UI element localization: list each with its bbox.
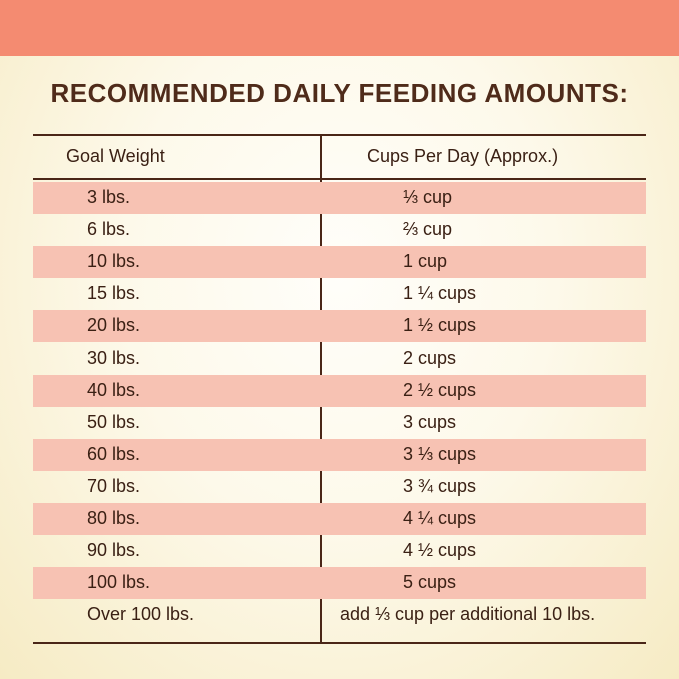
table-row: 6 lbs. ⅔ cup xyxy=(33,214,646,246)
cups-per-day-cell: 3 ⅓ cups xyxy=(403,443,477,464)
top-color-band xyxy=(0,0,679,56)
goal-weight-cell: 30 lbs. xyxy=(87,347,141,368)
table-row: 20 lbs. 1 ½ cups xyxy=(33,310,646,343)
cups-per-day-cell: ⅔ cup xyxy=(403,219,453,240)
cups-per-day-cell: 3 cups xyxy=(403,411,457,432)
table-row: 30 lbs. 2 cups xyxy=(33,343,646,375)
table-row: 10 lbs. 1 cup xyxy=(33,246,646,279)
cups-per-day-cell: 1 ¼ cups xyxy=(403,283,477,304)
goal-weight-cell: 15 lbs. xyxy=(87,283,141,304)
table-bottom-rule xyxy=(33,642,646,644)
goal-weight-cell: 6 lbs. xyxy=(87,219,131,240)
goal-weight-cell: 50 lbs. xyxy=(87,411,141,432)
goal-weight-cell: 3 lbs. xyxy=(87,187,131,207)
cups-per-day-cell: 2 cups xyxy=(403,347,457,368)
table-row: 90 lbs. 4 ½ cups xyxy=(33,535,646,567)
table-row: Over 100 lbs. add ⅓ cup per additional 10… xyxy=(33,599,646,631)
goal-weight-cell: 20 lbs. xyxy=(87,315,141,336)
cups-per-day-cell: 4 ½ cups xyxy=(403,540,477,561)
table-row: 50 lbs. 3 cups xyxy=(33,407,646,439)
cups-per-day-cell: 3 ¾ cups xyxy=(403,475,477,496)
goal-weight-cell: 90 lbs. xyxy=(87,540,141,561)
cups-per-day-cell: 1 cup xyxy=(403,251,448,272)
table-top-rule xyxy=(33,134,646,136)
goal-weight-cell: 100 lbs. xyxy=(87,572,151,593)
goal-weight-cell: 70 lbs. xyxy=(87,475,141,496)
cups-per-day-cell: 5 cups xyxy=(403,572,457,593)
goal-weight-cell: Over 100 lbs. xyxy=(87,604,195,625)
table-row: 70 lbs. 3 ¾ cups xyxy=(33,471,646,503)
header-rule xyxy=(33,178,646,180)
cups-per-day-cell: 2 ½ cups xyxy=(403,379,477,400)
column-header-cups-per-day: Cups Per Day (Approx.) xyxy=(367,146,559,166)
goal-weight-cell: 80 lbs. xyxy=(87,508,141,528)
table-row: 3 lbs. ⅓ cup xyxy=(33,182,646,214)
table-row: 40 lbs. 2 ½ cups xyxy=(33,374,646,407)
goal-weight-cell: 10 lbs. xyxy=(87,251,141,272)
cups-per-day-cell: ⅓ cup xyxy=(403,187,453,207)
cups-per-day-cell: 1 ½ cups xyxy=(403,315,477,336)
table-row: 60 lbs. 3 ⅓ cups xyxy=(33,438,646,471)
cups-per-day-cell: 4 ¼ cups xyxy=(403,508,477,528)
table-row: 100 lbs. 5 cups xyxy=(33,567,646,600)
table-row: 15 lbs. 1 ¼ cups xyxy=(33,278,646,310)
table-row: 80 lbs. 4 ¼ cups xyxy=(33,503,646,535)
column-header-goal-weight: Goal Weight xyxy=(66,146,165,166)
page-title: RECOMMENDED DAILY FEEDING AMOUNTS: xyxy=(50,78,629,108)
goal-weight-cell: 60 lbs. xyxy=(87,443,141,464)
goal-weight-cell: 40 lbs. xyxy=(87,379,141,400)
cups-per-day-cell: add ⅓ cup per additional 10 lbs. xyxy=(340,604,596,625)
